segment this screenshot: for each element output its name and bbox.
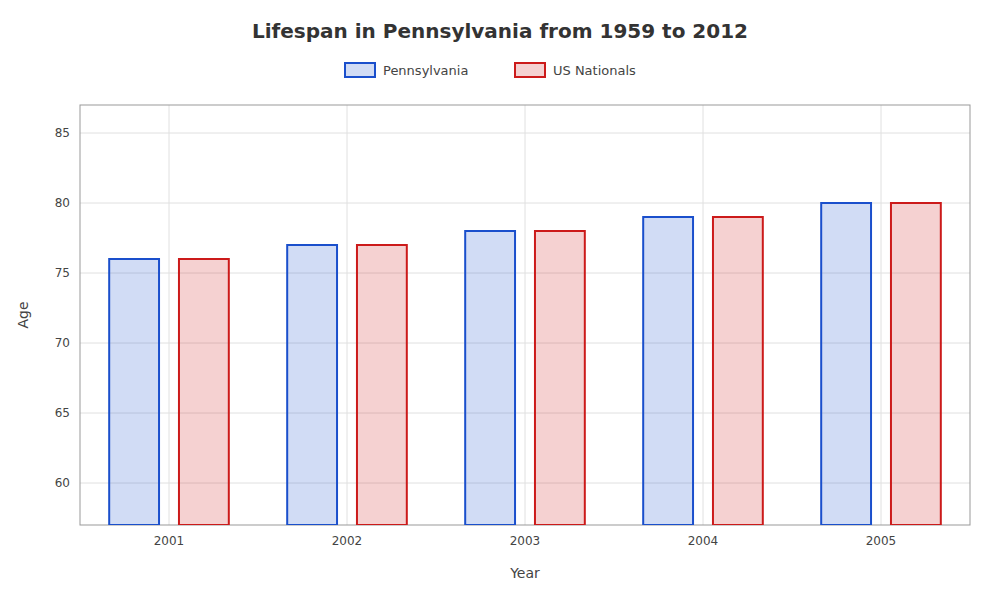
bar [179,259,229,525]
x-grid-line [347,105,348,525]
title: Lifespan in Pennsylvania from 1959 to 20… [252,19,748,43]
x-tick-label: 2001 [154,534,185,548]
y-tick-label: 65 [55,406,70,420]
bar [357,245,407,525]
y-tick-label: 60 [55,476,70,490]
x-grid-line [525,105,526,525]
chart-container: 60 65 70 75 80 85 2001 2002 2003 2004 2005 Lifespan… [0,0,1000,600]
y-tick-label: 75 [55,266,70,280]
bar [465,231,515,525]
legend-swatch [345,63,375,77]
x-grid-line [881,105,882,525]
y-tick-label: 85 [55,126,70,140]
legend-label: Pennsylvania [383,63,468,78]
legend-swatch [515,63,545,77]
chart-svg: 60 65 70 75 80 85 2001 2002 2003 2004 2005 Lifespan… [0,0,1000,600]
y-axis-label: Age [15,301,31,328]
bar [713,217,763,525]
y-tick-label: 70 [55,336,70,350]
x-grid-line [169,105,170,525]
x-tick-label: 2002 [332,534,363,548]
x-grid-line [703,105,704,525]
plot-frame [80,105,970,525]
bar [109,259,159,525]
bar [891,203,941,525]
bars [109,203,941,525]
bar [535,231,585,525]
legend-label: US Nationals [553,63,636,78]
bar [643,217,693,525]
x-tick-label: 2005 [866,534,897,548]
bar [287,245,337,525]
y-tick-label: 80 [55,196,70,210]
grid [80,105,970,525]
x-tick-label: 2004 [688,534,719,548]
x-tick-label: 2003 [510,534,541,548]
bar [821,203,871,525]
x-axis-label: Year [509,565,540,581]
legend: Pennsylvania US Nationals [345,63,636,78]
